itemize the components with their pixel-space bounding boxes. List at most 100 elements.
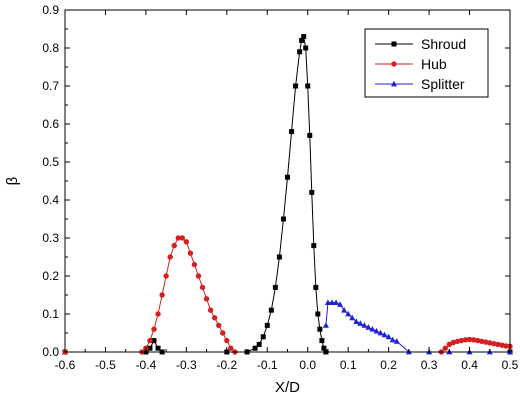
- y-tick-label: 0.0: [42, 345, 59, 359]
- y-tick-label: 0.7: [42, 79, 59, 93]
- y-tick-label: 0.6: [42, 117, 59, 131]
- data-point-hub: [195, 273, 202, 279]
- x-tick-label: 0.2: [380, 358, 397, 372]
- legend-box: [364, 28, 489, 98]
- data-point-shroud: [280, 216, 286, 222]
- data-point-shroud: [315, 311, 321, 317]
- y-tick-label: 0.8: [42, 41, 59, 55]
- legend-marker-hub: [391, 61, 397, 67]
- data-point-hub: [487, 340, 493, 346]
- data-point-splitter: [345, 310, 352, 317]
- data-point-splitter: [324, 299, 331, 305]
- data-point-shroud: [297, 49, 303, 55]
- data-point-hub: [220, 330, 226, 336]
- data-point-hub: [446, 341, 453, 348]
- data-point-splitter: [389, 336, 396, 343]
- data-point-hub: [503, 343, 509, 349]
- y-tick-label: 0.4: [42, 193, 59, 207]
- data-point-hub: [224, 337, 230, 344]
- data-point-hub: [458, 337, 465, 344]
- data-point-shroud: [305, 83, 311, 89]
- data-point-shroud: [272, 284, 278, 290]
- data-point-hub: [442, 345, 448, 351]
- data-point-shroud: [256, 341, 262, 347]
- legend-label-splitter: Splitter: [421, 76, 465, 92]
- data-point-splitter: [353, 318, 360, 324]
- data-point-hub: [203, 296, 210, 302]
- data-point-splitter: [377, 329, 384, 336]
- data-point-shroud: [289, 129, 295, 135]
- data-point-splitter: [369, 326, 376, 332]
- data-point-shroud: [301, 34, 307, 40]
- data-point-shroud: [155, 345, 161, 351]
- data-point-shroud: [307, 132, 313, 138]
- x-tick-label: -0.3: [176, 358, 197, 372]
- x-tick-label: -0.6: [55, 358, 76, 372]
- data-point-hub: [474, 337, 481, 344]
- data-point-splitter: [337, 301, 344, 307]
- y-tick-label: 0.1: [42, 307, 59, 321]
- data-point-splitter: [373, 327, 380, 334]
- data-point-hub: [183, 239, 190, 245]
- series-line-hub: [65, 237, 511, 353]
- data-point-hub: [171, 242, 177, 249]
- x-tick-label: -0.2: [216, 358, 237, 372]
- x-tick-label: -0.5: [95, 358, 116, 372]
- data-point-splitter: [349, 314, 356, 321]
- data-point-hub: [159, 292, 165, 298]
- axis-ticks: -0.6 -0.5 -0.4 -0.3 -0.2 -0.1 0.0 0.1 0.2 0.3 0.4 0…: [42, 3, 518, 372]
- data-point-hub: [155, 311, 161, 317]
- data-point-hub: [167, 254, 173, 260]
- data-point-hub: [151, 326, 157, 332]
- data-point-splitter: [385, 333, 392, 340]
- data-point-shroud: [260, 334, 266, 340]
- x-axis-title: X/D: [275, 379, 300, 396]
- data-point-hub: [175, 235, 181, 241]
- legend-marker-shroud: [391, 41, 397, 47]
- x-tick-label: 0.5: [502, 358, 519, 372]
- data-point-hub: [211, 315, 218, 321]
- data-point-shroud: [319, 338, 325, 344]
- data-point-shroud: [147, 345, 153, 351]
- legend: Shroud Hub Splitter: [364, 28, 489, 98]
- data-point-splitter: [357, 320, 364, 326]
- y-axis-title: β: [4, 176, 21, 185]
- data-point-hub: [499, 342, 505, 348]
- data-point-shroud: [264, 322, 270, 328]
- data-point-splitter: [322, 322, 329, 328]
- legend-marker-splitter: [391, 80, 397, 87]
- data-point-hub: [179, 235, 186, 241]
- data-point-shroud: [151, 338, 157, 344]
- data-point-shroud: [299, 37, 305, 43]
- data-point-shroud: [268, 307, 274, 313]
- series-line-splitter: [325, 302, 510, 353]
- x-tick-label: -0.4: [136, 358, 157, 372]
- data-point-splitter: [365, 324, 372, 330]
- data-point-hub: [207, 307, 214, 313]
- data-point-shroud: [309, 189, 315, 195]
- x-tick-label: 0.1: [340, 358, 357, 372]
- data-point-shroud: [293, 83, 299, 89]
- data-point-hub: [147, 337, 153, 344]
- data-point-splitter: [341, 307, 348, 313]
- data-point-hub: [478, 338, 485, 345]
- data-point-hub: [199, 284, 206, 291]
- data-point-hub: [454, 338, 461, 345]
- data-point-hub: [163, 273, 169, 279]
- data-point-hub: [191, 261, 198, 268]
- data-point-shroud: [317, 326, 323, 332]
- data-point-shroud: [311, 243, 317, 249]
- series-splitter: [322, 299, 513, 355]
- data-point-hub: [466, 336, 473, 343]
- data-point-shroud: [252, 345, 258, 351]
- data-point-splitter: [333, 299, 340, 305]
- data-point-shroud: [303, 45, 309, 51]
- y-tick-label: 0.5: [42, 155, 59, 169]
- legend-label-hub: Hub: [421, 56, 447, 72]
- x-tick-label: 0.3: [421, 358, 438, 372]
- x-tick-label: 0.4: [461, 358, 478, 372]
- x-tick-label: -0.1: [257, 358, 278, 372]
- y-tick-label: 0.3: [42, 231, 59, 245]
- plot-area: [62, 34, 513, 355]
